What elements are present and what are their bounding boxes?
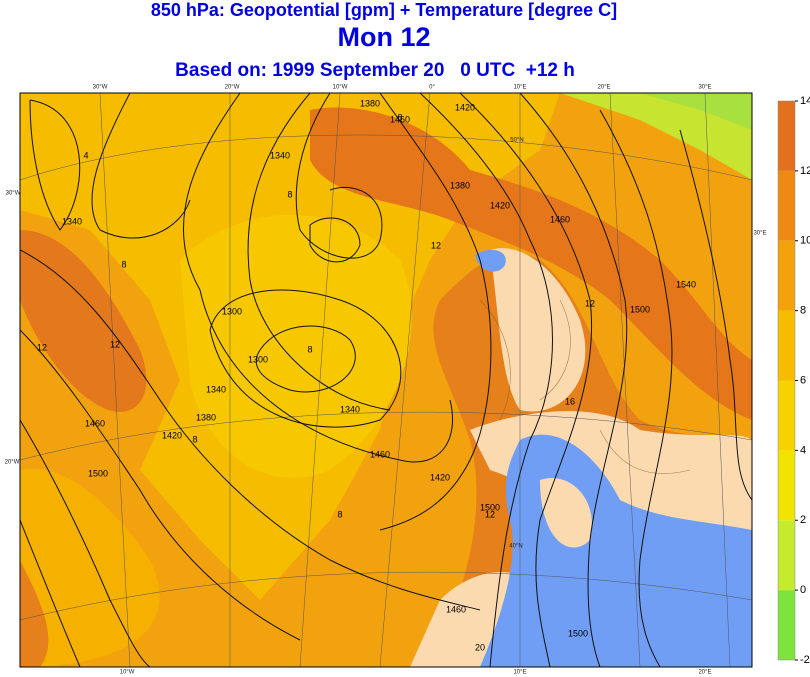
colorbar-band <box>778 310 795 381</box>
grid-label: 20°W <box>5 460 20 466</box>
colorbar-band <box>778 101 795 171</box>
contour-label: 8 <box>337 509 342 519</box>
contour-label: 1340 <box>270 150 290 160</box>
contour-label: 12 <box>485 509 495 519</box>
colorbar-tick-label: 8 <box>800 305 806 317</box>
colorbar-band <box>778 450 795 521</box>
map-frame <box>19 92 753 668</box>
grid-label: 50°N <box>510 138 523 144</box>
grid-label: 40°N <box>509 544 522 550</box>
colorbar-tick-label: 0 <box>800 584 806 596</box>
colorbar-tick-label: -2 <box>800 654 810 666</box>
contour-label: 1460 <box>550 214 570 224</box>
grid-label: 10°E <box>513 670 526 676</box>
contour-label: 1380 <box>196 412 216 422</box>
contour-label: 20 <box>475 642 485 652</box>
grid-label: 20°W <box>225 85 240 91</box>
contour-label: 12 <box>585 298 595 308</box>
grid-label: 30°W <box>6 191 21 197</box>
contour-label: 1420 <box>490 200 510 210</box>
grid-label: 10°W <box>333 85 348 91</box>
grid-label: 30°E <box>753 231 766 237</box>
grid-label: 30°W <box>93 85 108 91</box>
contour-label: 8 <box>121 259 126 269</box>
contour-label: 1300 <box>222 306 242 316</box>
contour-label: 12 <box>431 240 441 250</box>
grid-label: 30°E <box>698 85 711 91</box>
contour-label: 1340 <box>206 384 226 394</box>
contour-label: 1460 <box>370 449 390 459</box>
contour-label: 8 <box>287 189 292 199</box>
contour-label: 12 <box>110 339 120 349</box>
contour-label: 1500 <box>568 628 588 638</box>
contour-label: 8 <box>192 434 197 444</box>
contour-label: 1420 <box>162 430 182 440</box>
colorbar: 14 12 10 8 6 4 2 0 -2 <box>777 95 810 666</box>
contour-label: 8 <box>307 344 312 354</box>
contour-label: 1340 <box>340 404 360 414</box>
colorbar-band <box>778 520 795 591</box>
contour-label: 1540 <box>676 279 696 289</box>
contour-label: 12 <box>37 342 47 352</box>
title: 850 hPa: Geopotential [gpm] + Temperatur… <box>151 0 617 20</box>
grid-label: 10°E <box>513 85 526 91</box>
grid-label: 0° <box>429 85 435 91</box>
colorbar-tick-label: 4 <box>800 444 806 456</box>
contour-label: 1380 <box>360 98 380 108</box>
based-on: Based on: 1999 September 20 0 UTC +12 h <box>175 60 575 81</box>
contour-label: 1380 <box>450 180 470 190</box>
map-labels: 1380 1420 1460 1340 1340 4 8 8 1300 1340 1380 1420 1… <box>5 85 767 676</box>
contour-label: 4 <box>83 150 88 160</box>
grid-label: 20°E <box>597 85 610 91</box>
map <box>20 93 752 667</box>
contour-label: 1420 <box>455 102 475 112</box>
contour-label: 1340 <box>62 216 82 226</box>
subtitle: Mon 12 <box>337 22 430 52</box>
colorbar-band <box>778 170 795 241</box>
colorbar-band <box>778 240 795 311</box>
contour-label: 1300 <box>248 354 268 364</box>
contour-label: 1500 <box>88 468 108 478</box>
colorbar-tick-label: 12 <box>800 165 810 177</box>
colorbar-tick-label: 14 <box>800 95 810 107</box>
contour-label: 1460 <box>446 604 466 614</box>
grid-label: 20°E <box>698 670 711 676</box>
contour-label: 1500 <box>480 502 500 512</box>
colorbar-tick-label: 2 <box>800 514 806 526</box>
contour-label: 1460 <box>85 418 105 428</box>
colorbar-tick-label: 10 <box>800 235 810 247</box>
contour-label: 1420 <box>430 472 450 482</box>
contour-label: 1460 <box>390 114 410 124</box>
colorbar-band <box>778 380 795 451</box>
contour-label: 8 <box>397 112 402 122</box>
colorbar-band <box>778 590 795 660</box>
contour-label: 16 <box>565 396 575 406</box>
contour-label: 1500 <box>630 304 650 314</box>
grid-label: 10°W <box>120 670 135 676</box>
colorbar-tick-label: 6 <box>800 374 806 386</box>
